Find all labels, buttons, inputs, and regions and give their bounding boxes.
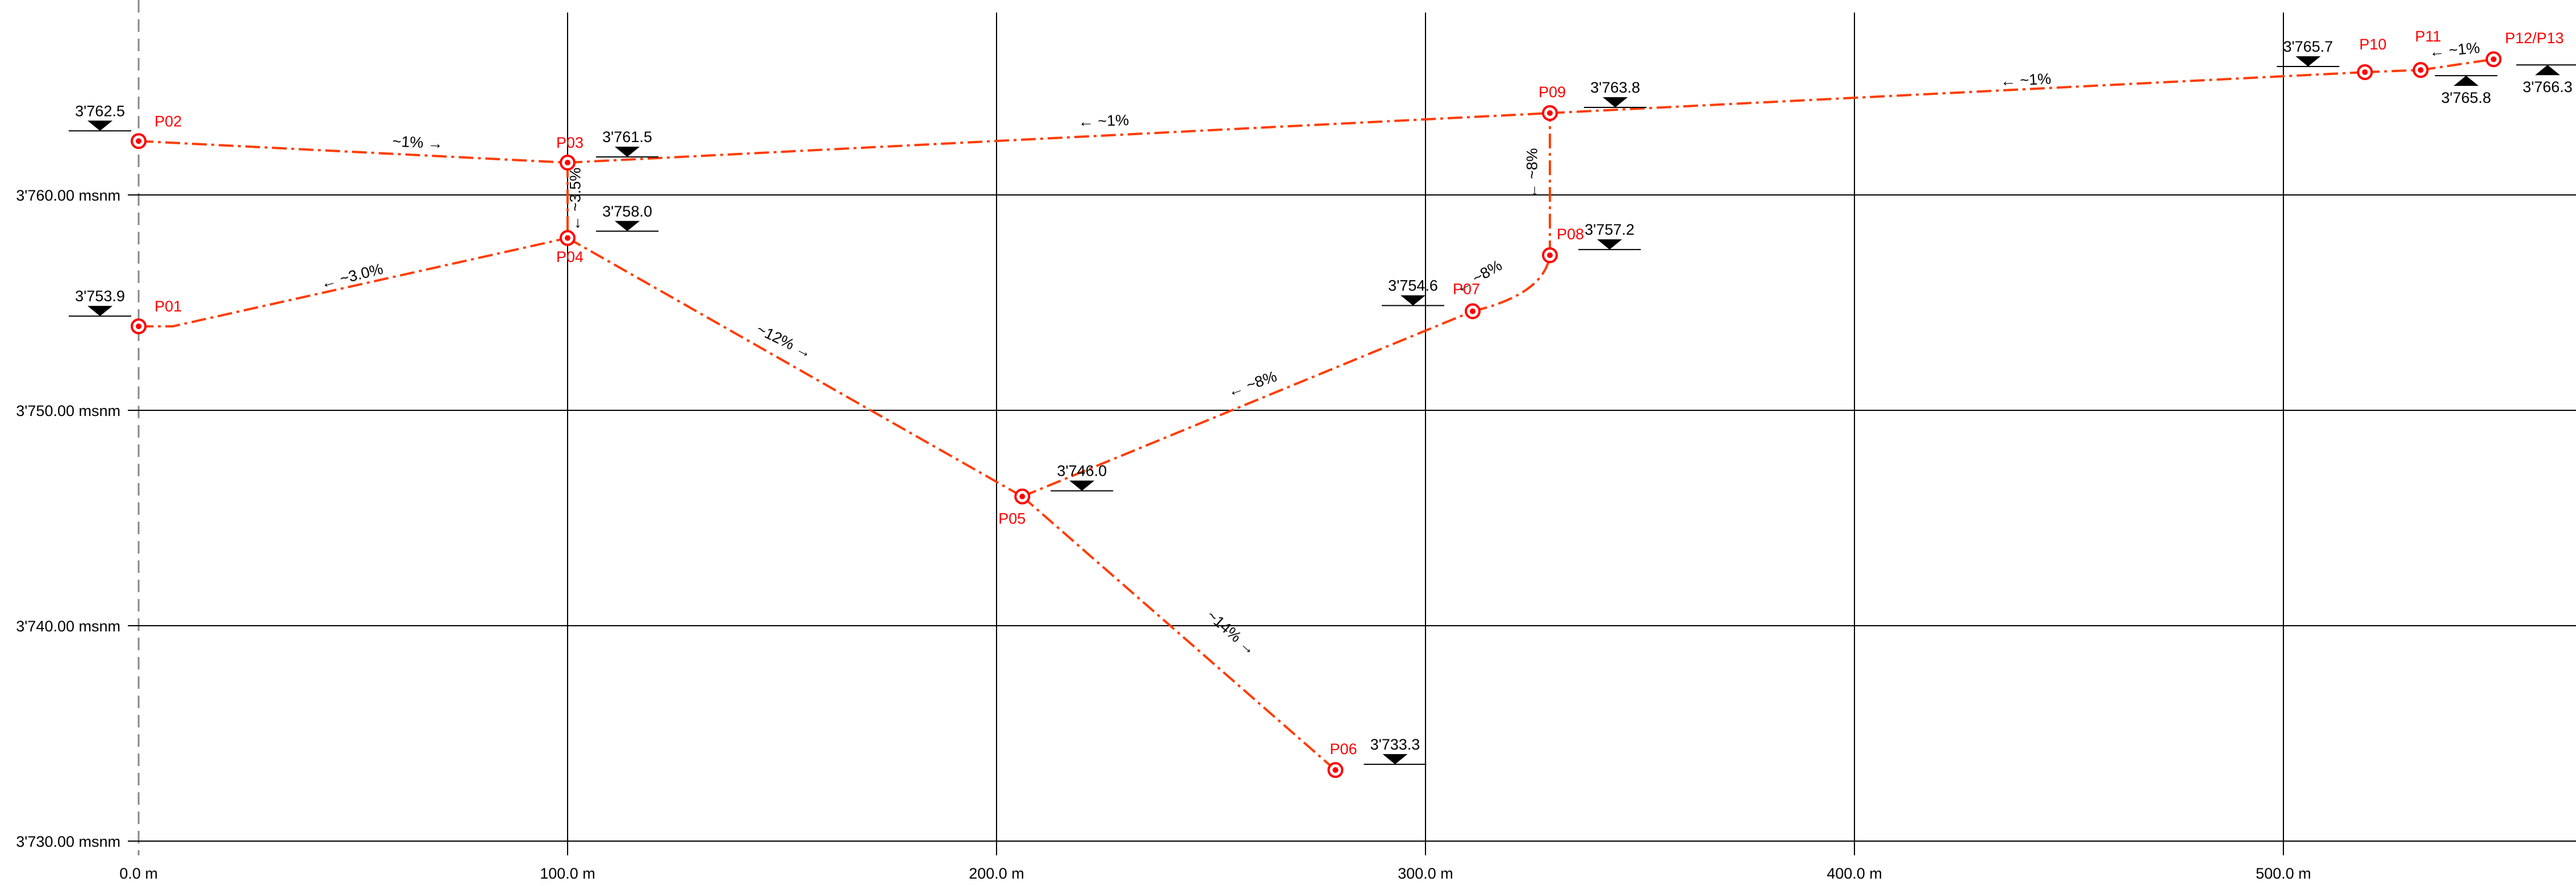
point-marker-center — [2417, 67, 2424, 73]
point-marker-center — [1019, 493, 1026, 500]
elevation-triangle-icon — [615, 221, 640, 231]
slope-label: ← ~1% — [2000, 70, 2052, 90]
elevation-label: 3'746.0 — [1057, 463, 1107, 480]
elevation-triangle-icon — [2535, 65, 2560, 76]
x-axis-label: 200.0 m — [969, 865, 1024, 882]
point-label: P12/P13 — [2505, 30, 2564, 47]
elevation-triangle-icon — [1382, 754, 1408, 764]
elevation-triangle-icon — [2453, 76, 2479, 86]
x-axis-label: 300.0 m — [1398, 865, 1453, 882]
route-segment — [1549, 70, 2365, 114]
route-segment — [1022, 310, 1473, 498]
x-axis-label: 400.0 m — [1827, 865, 1882, 882]
elevation-label: 3'761.5 — [602, 128, 652, 145]
elevation-label: 3'765.8 — [2441, 89, 2491, 106]
axis-labels: 0.0 m 100.0 m 200.0 m 300.0 m 400.0 m 500.0 m… — [16, 187, 2311, 882]
slope-label: ← ~3.5% — [567, 168, 584, 231]
route-segment — [567, 237, 1023, 498]
x-axis-label: 100.0 m — [540, 865, 595, 882]
elevation-triangle-icon — [615, 147, 640, 157]
elevation-label: 3'762.5 — [75, 102, 125, 119]
y-axis-label: 3'730.00 msnm — [16, 833, 120, 850]
grid — [128, 0, 2576, 855]
point-marker-center — [1547, 110, 1553, 116]
route-lines — [138, 58, 2494, 771]
point-label: P07 — [1453, 281, 1480, 298]
point-marker-center — [1547, 252, 1553, 259]
elevation-label: 3'733.3 — [1370, 736, 1420, 753]
y-axis-label: 3'750.00 msnm — [16, 402, 120, 419]
elevation-triangle-icon — [2295, 56, 2321, 66]
point-marker-center — [136, 138, 141, 144]
slope-label: ~12% → — [754, 321, 815, 362]
point-marker-center — [1332, 767, 1339, 773]
point-marker-center — [136, 323, 141, 330]
point-marker-center — [2490, 56, 2496, 63]
point-label: P10 — [2359, 36, 2386, 53]
slope-label: ~14% → — [1203, 607, 1259, 659]
point-label: P11 — [2415, 28, 2441, 45]
route-segment — [139, 236, 568, 328]
route-segment — [1472, 255, 1551, 313]
point-marker-center — [1470, 308, 1476, 314]
x-axis-label: 500.0 m — [2256, 865, 2311, 882]
point-marker-center — [2362, 69, 2368, 75]
elevation-triangle-icon — [87, 306, 112, 317]
route-segment — [1021, 496, 1336, 771]
route-segment — [567, 111, 1550, 164]
y-axis-label: 3'740.00 msnm — [16, 618, 120, 635]
point-label: P02 — [155, 113, 182, 130]
elevation-label: 3'765.7 — [2283, 38, 2333, 55]
elevation-label: 3'757.2 — [1585, 221, 1635, 238]
elevation-markers: 3'753.9 3'762.5 3'761.5 3'758.0 3'746.0 3'733… — [69, 38, 2576, 765]
elevation-label: 3'763.8 — [1590, 79, 1640, 96]
elevation-triangle-icon — [1400, 295, 1426, 306]
route-segment — [2420, 58, 2494, 72]
point-label: P09 — [1539, 84, 1566, 101]
point-label: P05 — [998, 510, 1026, 527]
elevation-triangle-icon — [1069, 480, 1095, 491]
elevation-triangle-icon — [87, 120, 112, 131]
point-label: P08 — [1557, 226, 1584, 243]
elevation-label: 3'753.9 — [75, 288, 125, 305]
y-axis-label: 3'760.00 msnm — [16, 187, 120, 204]
slope-label: ← ~1% — [1078, 111, 1129, 130]
route-segment — [138, 140, 568, 164]
route-segment — [2365, 69, 2421, 73]
elevation-label: 3'758.0 — [602, 203, 652, 220]
point-markers: P01 P02 P03 P04 P05 P06 P07 P08 P09 P10 P11 P12/P13 — [131, 28, 2564, 778]
x-axis-label: 0.0 m — [119, 865, 158, 882]
point-label: P06 — [1329, 741, 1357, 758]
point-label: P04 — [556, 248, 583, 265]
point-label: P03 — [556, 134, 583, 151]
slope-label: ~1% → — [392, 132, 444, 152]
elevation-label: 3'766.3 — [2523, 78, 2573, 95]
point-marker-center — [565, 160, 570, 166]
point-label: P01 — [155, 298, 182, 315]
elevation-triangle-icon — [1602, 97, 1628, 107]
slope-label: ← ~8% — [1523, 148, 1540, 198]
point-marker-center — [565, 235, 570, 241]
elevation-label: 3'754.6 — [1388, 277, 1438, 294]
elevation-triangle-icon — [1597, 239, 1622, 250]
